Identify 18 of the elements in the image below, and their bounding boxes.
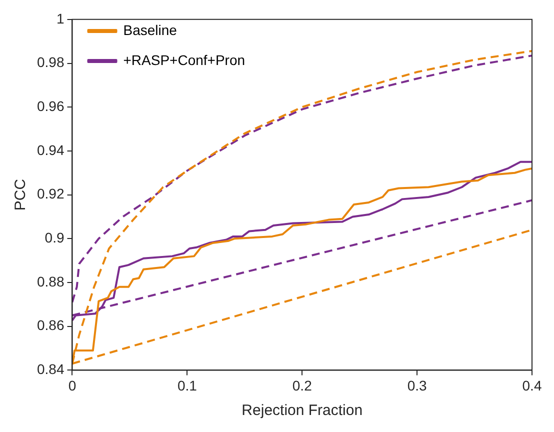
y-tick-label: 0.88: [37, 273, 64, 290]
legend-label: Baseline: [123, 22, 178, 38]
x-tick-label: 0.1: [177, 377, 198, 394]
y-tick-label: 0.94: [37, 142, 64, 158]
x-tick-label: 0: [68, 377, 76, 394]
y-tick-label: 0.9: [44, 230, 64, 246]
legend-label: +RASP+Conf+Pron: [123, 52, 246, 68]
y-tick-label: 0.98: [37, 54, 64, 70]
y-tick-label: 1: [56, 10, 64, 26]
x-tick-label: 0.3: [407, 377, 428, 394]
y-tick-label: 0.96: [37, 98, 64, 114]
x-tick-label: 0.2: [292, 377, 312, 394]
x-axis-title: Rejection Fraction: [242, 402, 363, 420]
y-tick-label: 0.84: [37, 361, 64, 378]
y-axis-title: PCC: [12, 178, 30, 211]
y-tick-label: 0.86: [37, 317, 64, 334]
y-tick-label: 0.92: [37, 186, 64, 202]
x-tick-label: 0.4: [522, 377, 542, 394]
